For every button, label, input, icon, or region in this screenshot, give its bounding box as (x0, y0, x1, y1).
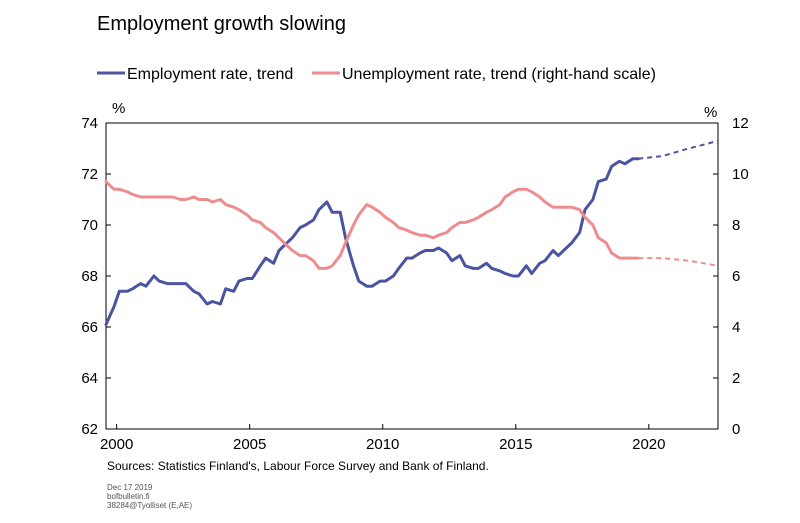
left-tick-label: 64 (81, 370, 98, 387)
left-tick-label: 72 (81, 166, 98, 183)
right-axis-unit: % (704, 104, 717, 121)
x-tick-label: 2010 (366, 436, 399, 453)
series-forecast-unemployment (638, 257, 719, 267)
left-tick-label: 62 (81, 421, 98, 438)
left-tick-label: 70 (81, 217, 98, 234)
series-line-employment (104, 157, 640, 326)
meta-code: 38284@Tyolliset (E,AE) (107, 501, 192, 510)
left-axis-unit: % (112, 100, 125, 117)
legend-label-unemployment: Unemployment rate, trend (right-hand sca… (342, 66, 656, 83)
left-tick-label: 68 (81, 268, 98, 285)
right-tick-label: 0 (732, 421, 740, 438)
right-tick-label: 8 (732, 217, 740, 234)
x-axis: 2000 2005 2010 2015 2020 (100, 424, 666, 453)
left-tick-label: 74 (81, 115, 98, 132)
x-tick-label: 2015 (499, 436, 532, 453)
left-axis: 62 64 66 68 70 72 74 (81, 115, 111, 438)
x-tick-label: 2020 (632, 436, 665, 453)
series-layer (104, 139, 719, 326)
x-tick-label: 2005 (233, 436, 266, 453)
right-tick-label: 12 (732, 115, 749, 132)
legend: Employment rate, trend Unemployment rate… (97, 66, 656, 83)
right-tick-label: 4 (732, 319, 740, 336)
chart-title: Employment growth slowing (97, 13, 346, 35)
right-axis: 0 2 4 6 8 10 12 (713, 115, 749, 438)
series-forecast-employment (638, 139, 719, 160)
plot-frame (105, 122, 719, 430)
legend-label-employment: Employment rate, trend (127, 66, 293, 83)
x-tick-label: 2000 (100, 436, 133, 453)
series-line-unemployment (104, 180, 640, 270)
meta-site: bofbulletin.fi (107, 492, 150, 501)
meta-date: Dec 17 2019 (107, 483, 153, 492)
right-tick-label: 10 (732, 166, 749, 183)
source-note: Sources: Statistics Finland's, Labour Fo… (107, 459, 489, 473)
right-tick-label: 2 (732, 370, 740, 387)
right-tick-label: 6 (732, 268, 740, 285)
left-tick-label: 66 (81, 319, 98, 336)
